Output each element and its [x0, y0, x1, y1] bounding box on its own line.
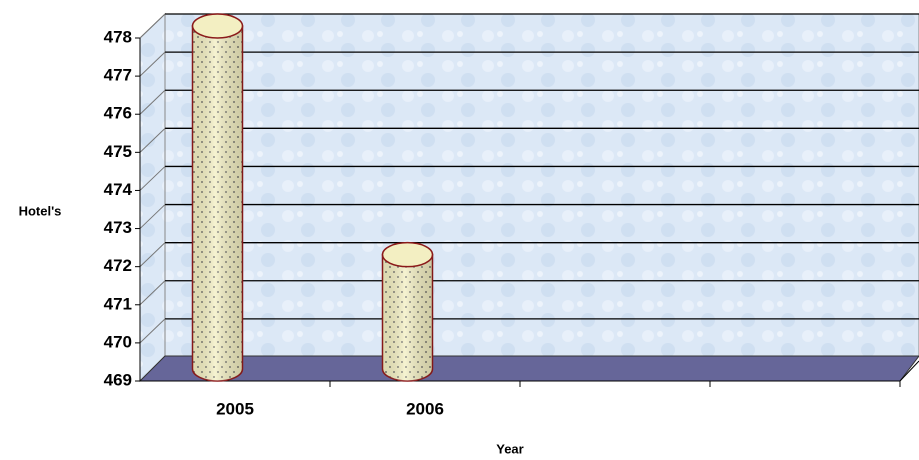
x-axis-title: Year: [496, 441, 523, 456]
side-grid-line: [139, 242, 166, 268]
back-wall: [164, 13, 919, 357]
floor: [138, 355, 919, 382]
side-grid-line: [139, 280, 166, 306]
x-tick-label: 2005: [216, 399, 254, 418]
bar: [191, 13, 244, 382]
side-wall: [139, 12, 166, 383]
y-tick-label: 472: [104, 256, 132, 275]
y-tick-label: 476: [104, 104, 132, 123]
walls: [138, 12, 919, 383]
y-tick-label: 478: [104, 27, 132, 46]
y-tick-label: 470: [104, 332, 132, 351]
side-grid-line: [139, 318, 166, 344]
side-grid-line: [139, 204, 166, 229]
y-tick-label: 471: [104, 294, 132, 313]
side-grid-line: [139, 13, 166, 39]
y-axis-title: Hotel's: [19, 203, 62, 218]
y-tick-label: 475: [104, 142, 132, 161]
side-grid-line: [139, 166, 166, 191]
x-tick-label: 2006: [406, 399, 444, 418]
y-tick-label: 477: [104, 66, 132, 85]
bar: [381, 241, 434, 382]
side-grid-line: [139, 89, 166, 115]
y-tick-label: 469: [104, 370, 132, 389]
side-grid-line: [139, 51, 166, 77]
side-grid-line: [139, 127, 166, 153]
y-tick-label: 473: [104, 218, 132, 237]
y-tick-label: 474: [104, 180, 133, 199]
x-axis-end: [899, 360, 919, 382]
